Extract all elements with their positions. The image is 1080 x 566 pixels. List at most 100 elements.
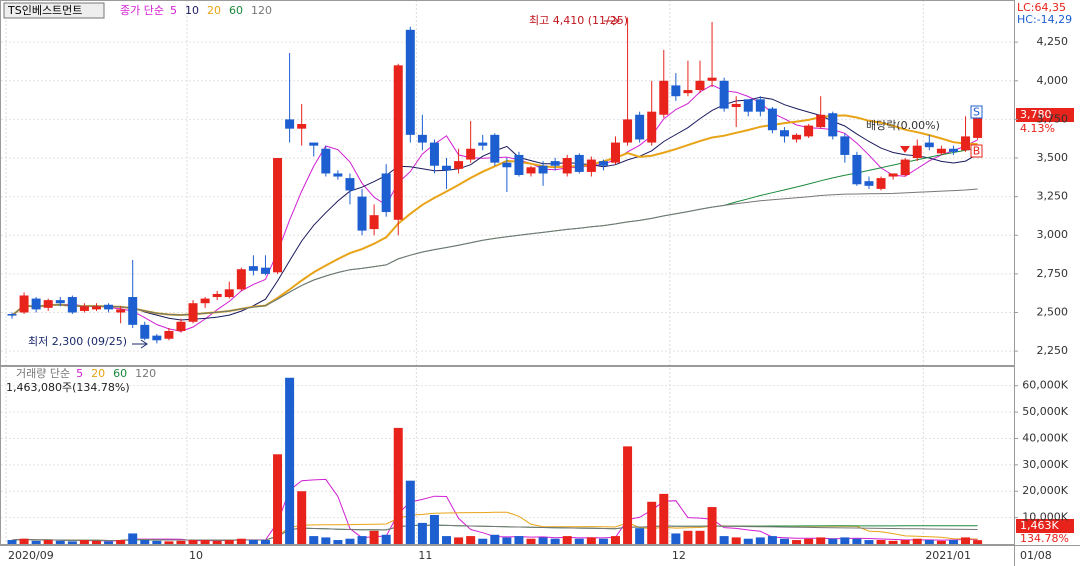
volume-bar [864, 540, 874, 544]
candle-body [212, 293, 222, 298]
title-box[interactable] [3, 2, 105, 19]
chart-title: TS인베스트먼트 [7, 4, 82, 17]
volume-bar [454, 537, 464, 544]
candle-body [285, 119, 295, 129]
volume-bar [574, 538, 584, 544]
candle-body [876, 178, 886, 189]
ex-dividend-annotation: 배당락(0.00%) [866, 119, 940, 132]
volume-bar [659, 493, 669, 544]
candle-body [381, 173, 391, 213]
candle-body [442, 165, 452, 171]
candle-body [31, 298, 41, 310]
ma-legend-0: 5 [170, 4, 177, 17]
candle-body [611, 142, 620, 163]
candle-body [779, 130, 789, 137]
volume-bar [828, 538, 838, 544]
candle-body [140, 324, 150, 339]
volume-bar [212, 540, 222, 544]
candle-body [429, 142, 439, 166]
high-arrow [604, 16, 620, 26]
y-tick-label: 3,500 [1037, 151, 1069, 164]
volume-bar [502, 537, 512, 544]
ma-legend-2: 60 [113, 367, 127, 380]
x-tick-label: 12 [672, 549, 686, 562]
candle-body [55, 300, 65, 304]
candle-body [574, 154, 584, 172]
volume-bar [429, 514, 439, 544]
candle-body [79, 306, 89, 311]
volume-bar [924, 540, 934, 544]
volume-bar [297, 491, 307, 544]
volume-bar [973, 540, 983, 544]
y-tick-label: 3,250 [1037, 190, 1069, 203]
volume-bar [79, 540, 89, 544]
candle-body [478, 142, 488, 146]
volume-bar [779, 538, 789, 544]
candle-body [767, 108, 777, 131]
ma-legend-0: 5 [76, 367, 83, 380]
candle-body [466, 148, 476, 160]
volume-bar [514, 536, 524, 544]
candle-body [19, 295, 29, 313]
volume-bar [369, 530, 379, 544]
candle-body [900, 159, 910, 176]
moving-average-line [11, 524, 978, 542]
volume-bar [285, 377, 295, 544]
volume-bar [731, 537, 741, 544]
volume-bar [538, 537, 548, 544]
candle-body [273, 158, 283, 273]
candle-body [224, 289, 234, 298]
low-arrow [132, 339, 148, 349]
candle-body [91, 306, 101, 310]
candle-body [128, 297, 138, 325]
volume-bar [490, 534, 500, 544]
buy-marker: B [973, 145, 981, 158]
current-volume-box [1016, 519, 1074, 533]
candle-body [659, 80, 669, 115]
y-tick-label: 10,000K [1022, 511, 1068, 524]
sell-box [970, 105, 983, 119]
volume-bar [164, 541, 174, 544]
volume-bar [719, 536, 729, 544]
candle-body [152, 335, 162, 341]
candle-body [393, 65, 403, 220]
volume-bar [876, 540, 886, 544]
volume-bar [188, 540, 198, 544]
candle-body [623, 119, 633, 143]
candle-body [345, 178, 355, 191]
candle-body [104, 304, 114, 310]
candle-body [804, 125, 814, 137]
volume-bar [598, 538, 608, 544]
candle-body [490, 134, 500, 163]
volume-bar [357, 536, 367, 544]
ma-legend-2: 20 [207, 4, 221, 17]
candle-body [888, 173, 898, 177]
ma-legend-3: 60 [229, 4, 243, 17]
y-tick-label: 60,000K [1022, 379, 1068, 392]
volume-bar [309, 536, 319, 544]
candle-body [333, 173, 343, 177]
candle-body [598, 161, 608, 166]
y-tick-label: 2,500 [1037, 305, 1069, 318]
volume-bar [743, 538, 753, 544]
volume-bar [671, 533, 681, 544]
candle-body [236, 269, 246, 290]
volume-bar [478, 538, 488, 544]
volume-bar [345, 538, 355, 544]
y-tick-label: 20,000K [1022, 484, 1068, 497]
last-date-label: 01/08 [1020, 549, 1052, 562]
candle-body [417, 134, 427, 143]
volume-ratio-label: 134.78% [1020, 532, 1069, 545]
volume-bar [755, 537, 765, 544]
volume-bar [792, 540, 802, 544]
volume-bar [948, 540, 958, 544]
volume-bar [55, 540, 65, 544]
volume-bar [888, 540, 898, 544]
candle-body [816, 114, 826, 128]
volume-bar [417, 522, 427, 544]
candle-body [743, 99, 753, 112]
volume-bar [176, 540, 186, 544]
candle-body [7, 314, 17, 316]
moving-average-line [11, 188, 978, 316]
